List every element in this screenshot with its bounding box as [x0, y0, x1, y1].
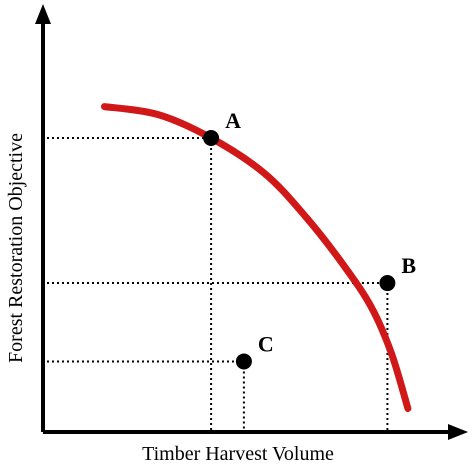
- point-label-a: A: [225, 108, 241, 133]
- y-axis-arrow-icon: [35, 4, 51, 24]
- point-label-c: C: [258, 331, 274, 356]
- point-b: [379, 275, 396, 292]
- production-frontier-curve: [101, 103, 412, 412]
- drop-lines: [47, 137, 389, 430]
- y-axis-label: Forest Restoration Objective: [5, 133, 27, 363]
- point-label-b: B: [401, 253, 416, 278]
- x-axis-arrow-icon: [448, 424, 468, 440]
- point-c: [235, 353, 252, 370]
- points-layer: A B C: [203, 108, 416, 370]
- point-a: [203, 130, 220, 146]
- x-axis-label: Timber Harvest Volume: [142, 443, 334, 465]
